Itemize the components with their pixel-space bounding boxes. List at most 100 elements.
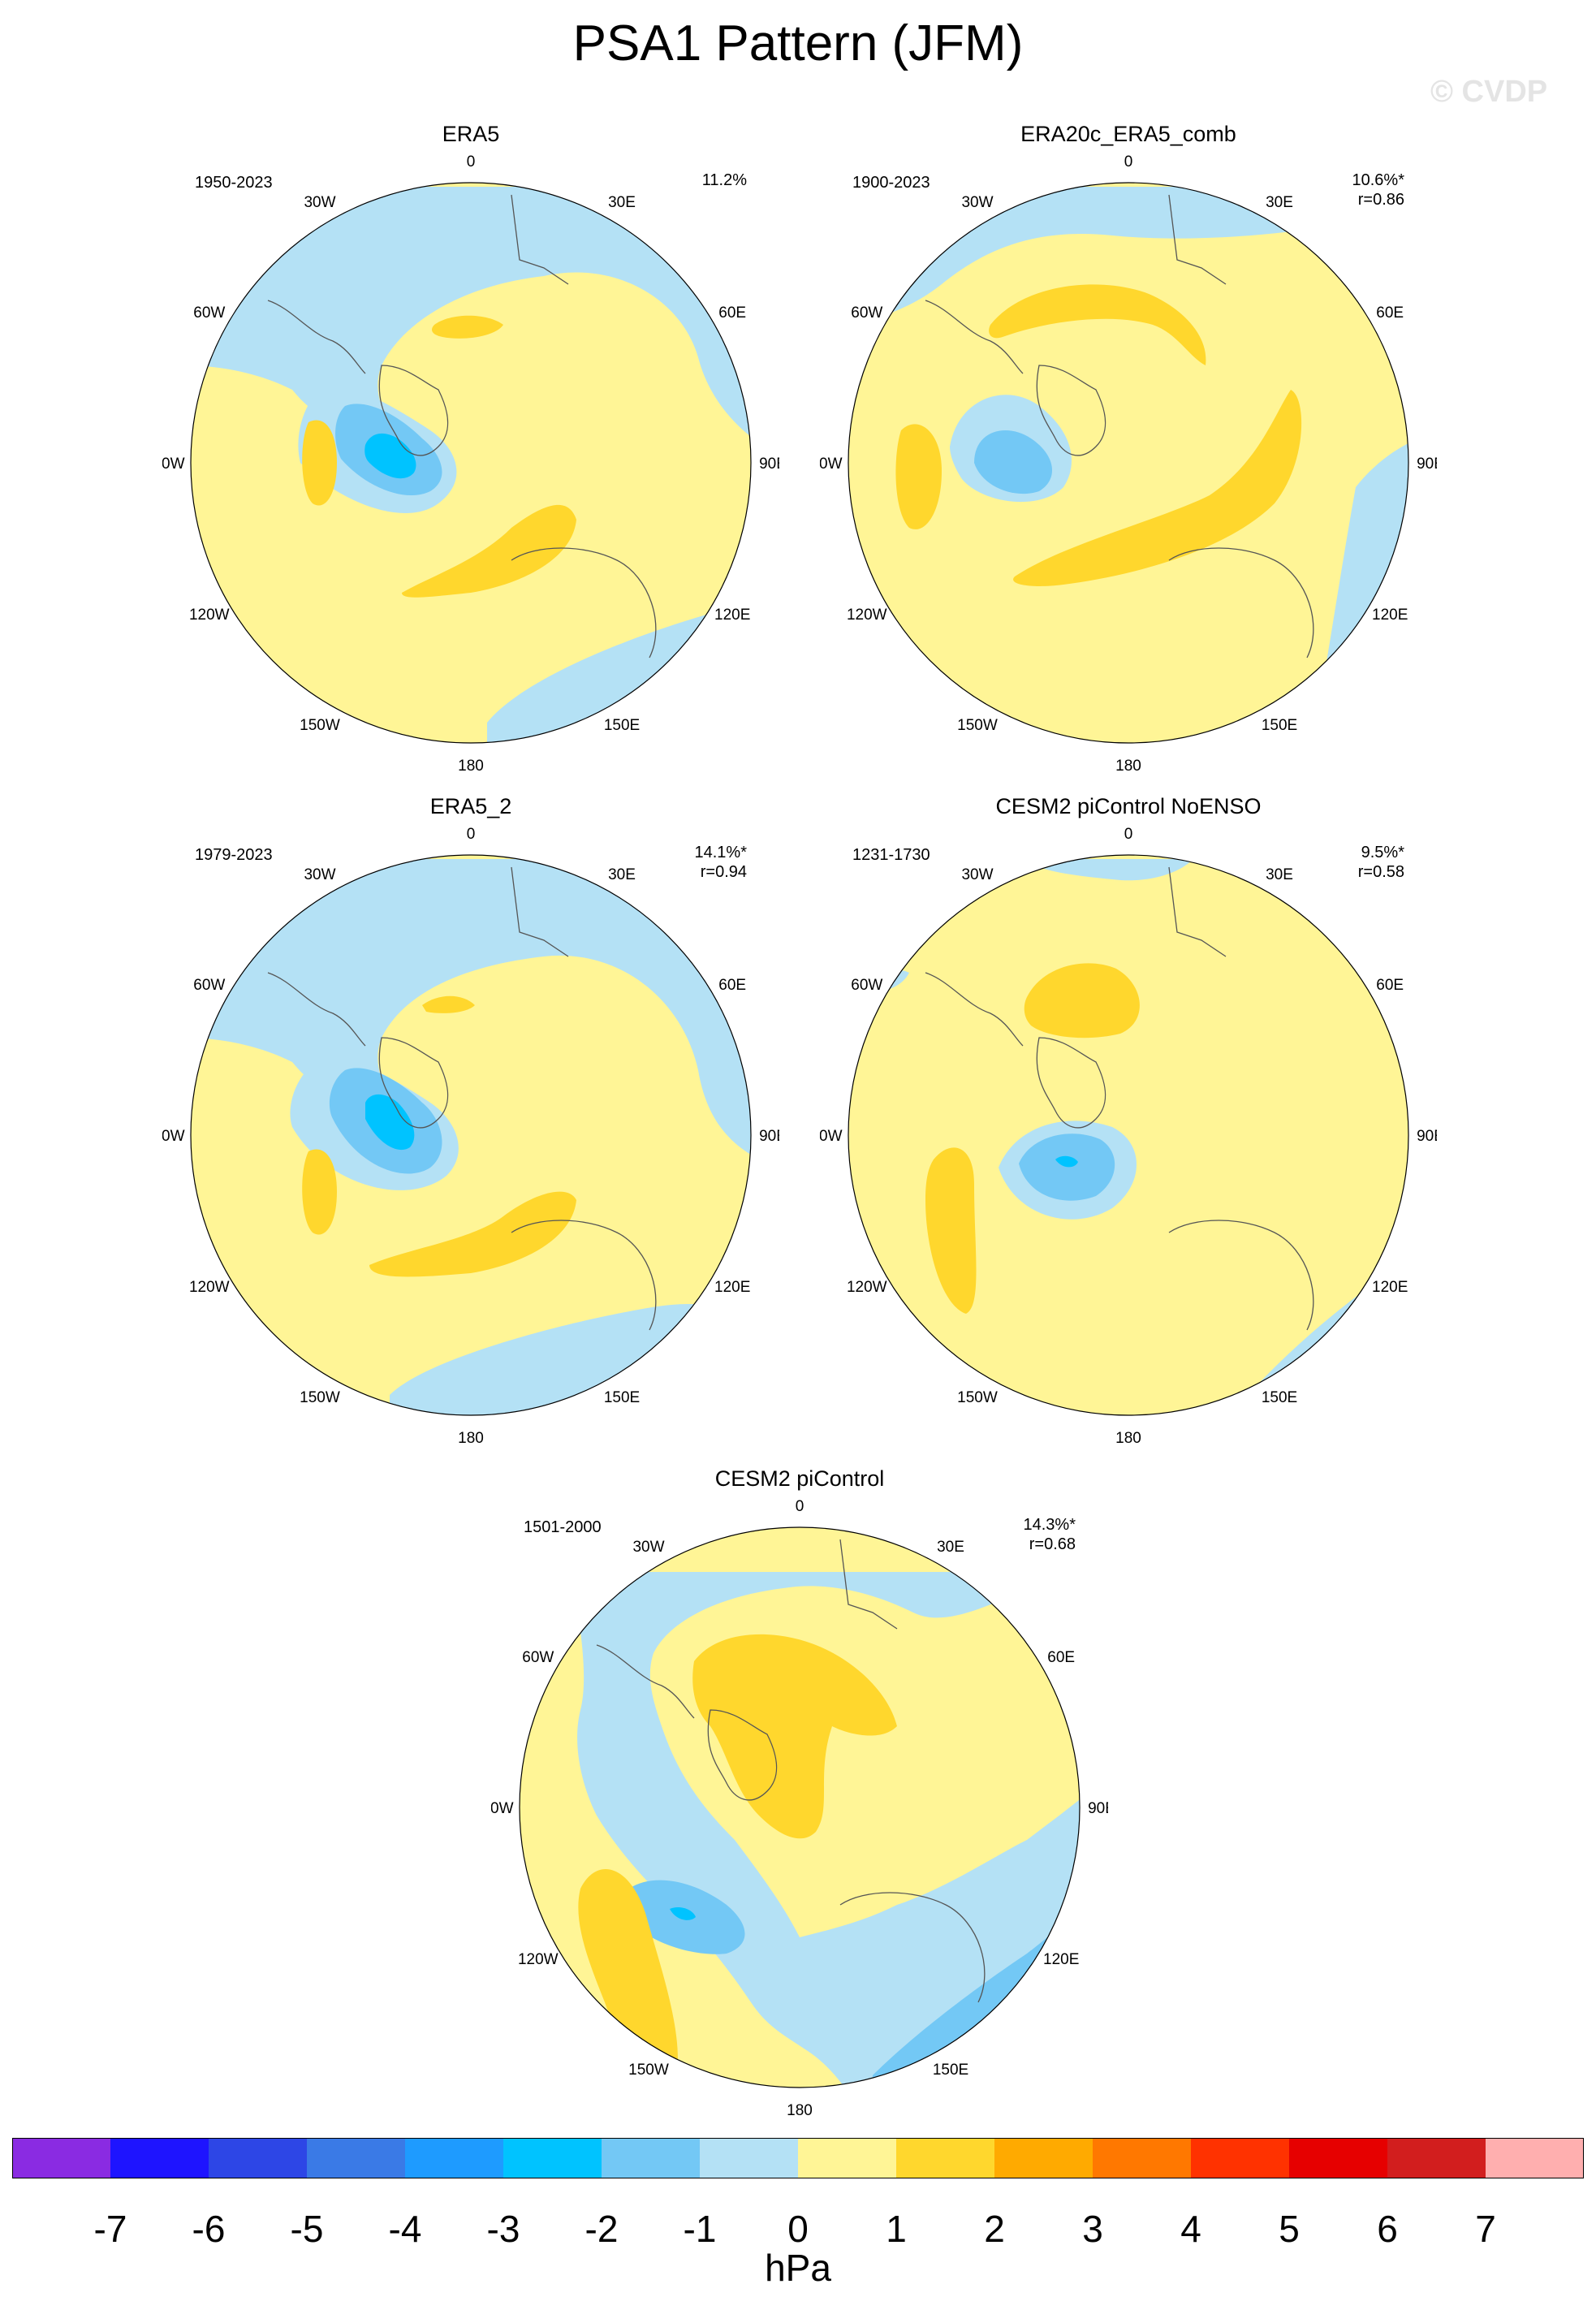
colorbar-tick-label: -7 xyxy=(93,2208,127,2250)
longitude-label: 0 xyxy=(467,826,476,843)
positive-anomaly-region xyxy=(692,1634,897,1839)
colorbar-swatch xyxy=(602,2138,701,2178)
period-label: 1950-2023 xyxy=(195,174,273,192)
longitude-label: 120W xyxy=(518,1951,559,1968)
longitude-label: 30W xyxy=(304,194,335,211)
longitude-label: 30E xyxy=(608,194,636,211)
coastlines xyxy=(267,866,657,1331)
copyright-watermark: © CVDP xyxy=(1430,75,1548,109)
negative-anomaly-region xyxy=(572,1572,1080,2088)
colorbar-tick-label: -6 xyxy=(192,2208,226,2250)
longitude-label: 60E xyxy=(1376,304,1404,322)
stats-block: 10.6%* r=0.86 xyxy=(1315,171,1405,209)
longitude-label: 60E xyxy=(718,304,746,322)
colorbar-tick-label: 4 xyxy=(1180,2208,1201,2250)
longitude-label: 120E xyxy=(1372,1279,1408,1296)
negative-anomaly-region xyxy=(974,430,1053,494)
period-label: 1900-2023 xyxy=(852,174,930,192)
colorbar-tick-label: -5 xyxy=(290,2208,324,2250)
period-label: 1501-2000 xyxy=(524,1518,602,1536)
negative-anomaly-region xyxy=(1055,1155,1078,1168)
longitude-label: 60W xyxy=(851,977,882,994)
map-border xyxy=(848,854,1409,1416)
longitude-label: 30W xyxy=(632,1539,664,1556)
colorbar-tick-label: 6 xyxy=(1377,2208,1398,2250)
longitude-label: 30W xyxy=(304,866,335,883)
map-panel-era5-2: ERA5_2 1979-2023 14.1%* r=0.94 0 30E 60E 90… xyxy=(162,794,779,1444)
longitude-label: 150W xyxy=(957,1389,998,1406)
colorbar xyxy=(12,2138,1584,2178)
longitude-label: 60W xyxy=(193,304,225,322)
stats-block: 9.5%* r=0.58 xyxy=(1315,843,1404,882)
longitude-labels: 0 30E 60E 90E 120E 150E 180 150W 120W 90W 60W 30W xyxy=(820,826,1437,1444)
longitude-label: 90E xyxy=(1417,1128,1437,1145)
colorbar-border xyxy=(12,2138,1584,2178)
colorbar-units: hPa xyxy=(765,2247,831,2289)
longitude-label: 180 xyxy=(1115,1430,1141,1444)
longitude-label: 180 xyxy=(458,758,484,771)
colorbar-swatch xyxy=(1289,2138,1388,2178)
polar-map: 0 30E 60E 90E 120E 150E 180 150W 120W 90W 60W 30W xyxy=(491,1498,1108,2116)
colorbar-swatch xyxy=(1093,2138,1192,2178)
polar-map: 0 30E 60E 90E 120E 150E 180 150W 120W 90W 60W 30W xyxy=(162,826,779,1444)
colorbar-swatch xyxy=(209,2138,308,2178)
longitude-label: 120E xyxy=(714,607,750,624)
polar-map: 0 30E 60E 90E 120E 150E 180 150W 120W 90W 60W 30W xyxy=(820,826,1437,1444)
longitude-label: 150W xyxy=(300,1389,340,1406)
map-panel-era5: ERA5 1950-2023 11.2% 0 30E 60E 90E 120E 150E 1… xyxy=(162,122,779,771)
longitude-label: 60W xyxy=(851,304,882,322)
longitude-label: 90W xyxy=(162,1128,185,1145)
panel-title: CESM2 piControl xyxy=(714,1466,885,1491)
longitude-label: 60E xyxy=(718,977,746,994)
stats-block: 14.1%* r=0.94 xyxy=(658,843,748,882)
longitude-label: 120W xyxy=(847,1279,887,1296)
variance-label: 14.1%* xyxy=(694,844,748,861)
longitude-label: 90E xyxy=(759,1128,779,1145)
longitude-label: 150E xyxy=(604,717,640,734)
coastlines xyxy=(596,1539,986,2003)
longitude-label: 90E xyxy=(759,456,779,473)
map-panel-cesm2-picontrol-noenso: CESM2 piControl NoENSO 1231-1730 9.5%* r… xyxy=(820,794,1437,1444)
positive-anomaly-region xyxy=(369,1191,576,1277)
longitude-labels: 0 30E 60E 90E 120E 150E 180 150W 120W 90W 60W 30W xyxy=(491,1498,1108,2116)
longitude-label: 90W xyxy=(491,1800,514,1817)
correlation-label: r=0.86 xyxy=(1357,191,1404,209)
positive-anomaly-region xyxy=(1013,390,1302,586)
longitude-label: 30E xyxy=(1266,866,1293,883)
polar-map: 0 30E 60E 90E 120E 150E 180 150W 120W 90W 60W 30W xyxy=(162,153,779,771)
polar-map: 0 30E 60E 90E 120E 150E 180 150W 120W 90W 60W 30W xyxy=(820,153,1437,771)
longitude-label: 150E xyxy=(1262,1389,1297,1406)
colorbar-tick-label: -4 xyxy=(388,2208,422,2250)
longitude-label: 60W xyxy=(193,977,225,994)
longitude-label: 150E xyxy=(1262,717,1297,734)
colorbar-swatch xyxy=(1191,2138,1290,2178)
map-border xyxy=(519,1526,1081,2088)
coastlines xyxy=(925,194,1314,658)
background-fill xyxy=(848,855,1408,1415)
colorbar-swatch xyxy=(896,2138,995,2178)
panel-title: ERA5_2 xyxy=(429,794,512,818)
positive-anomaly-region xyxy=(989,284,1206,365)
negative-anomaly-region xyxy=(365,1094,415,1151)
longitude-label: 30W xyxy=(961,866,993,883)
correlation-label: r=0.68 xyxy=(1029,1535,1076,1553)
colorbar-swatch xyxy=(798,2138,897,2178)
map-border xyxy=(848,182,1409,744)
colorbar-swatch xyxy=(994,2138,1093,2178)
colorbar-tick-label: 3 xyxy=(1082,2208,1103,2250)
longitude-label: 180 xyxy=(458,1430,484,1444)
longitude-label: 120E xyxy=(1043,1951,1079,1968)
longitude-label: 0 xyxy=(796,1498,804,1515)
period-label: 1231-1730 xyxy=(852,846,930,864)
longitude-label: 150E xyxy=(933,2062,968,2079)
colorbar-tick-label: 2 xyxy=(984,2208,1005,2250)
longitude-label: 180 xyxy=(787,2102,813,2116)
longitude-label: 120W xyxy=(847,607,887,624)
correlation-label: r=0.94 xyxy=(700,863,747,881)
longitude-labels: 0 30E 60E 90E 120E 150E 180 150W 120W 90W 60W 30W xyxy=(162,826,779,1444)
longitude-label: 60E xyxy=(1047,1649,1075,1666)
longitude-label: 150E xyxy=(604,1389,640,1406)
map-panel-era20c-era5-comb: ERA20c_ERA5_comb 1900-2023 10.6%* r=0.86… xyxy=(820,122,1437,771)
colorbar-tick-label: -2 xyxy=(584,2208,619,2250)
positive-anomaly-region xyxy=(302,420,337,506)
